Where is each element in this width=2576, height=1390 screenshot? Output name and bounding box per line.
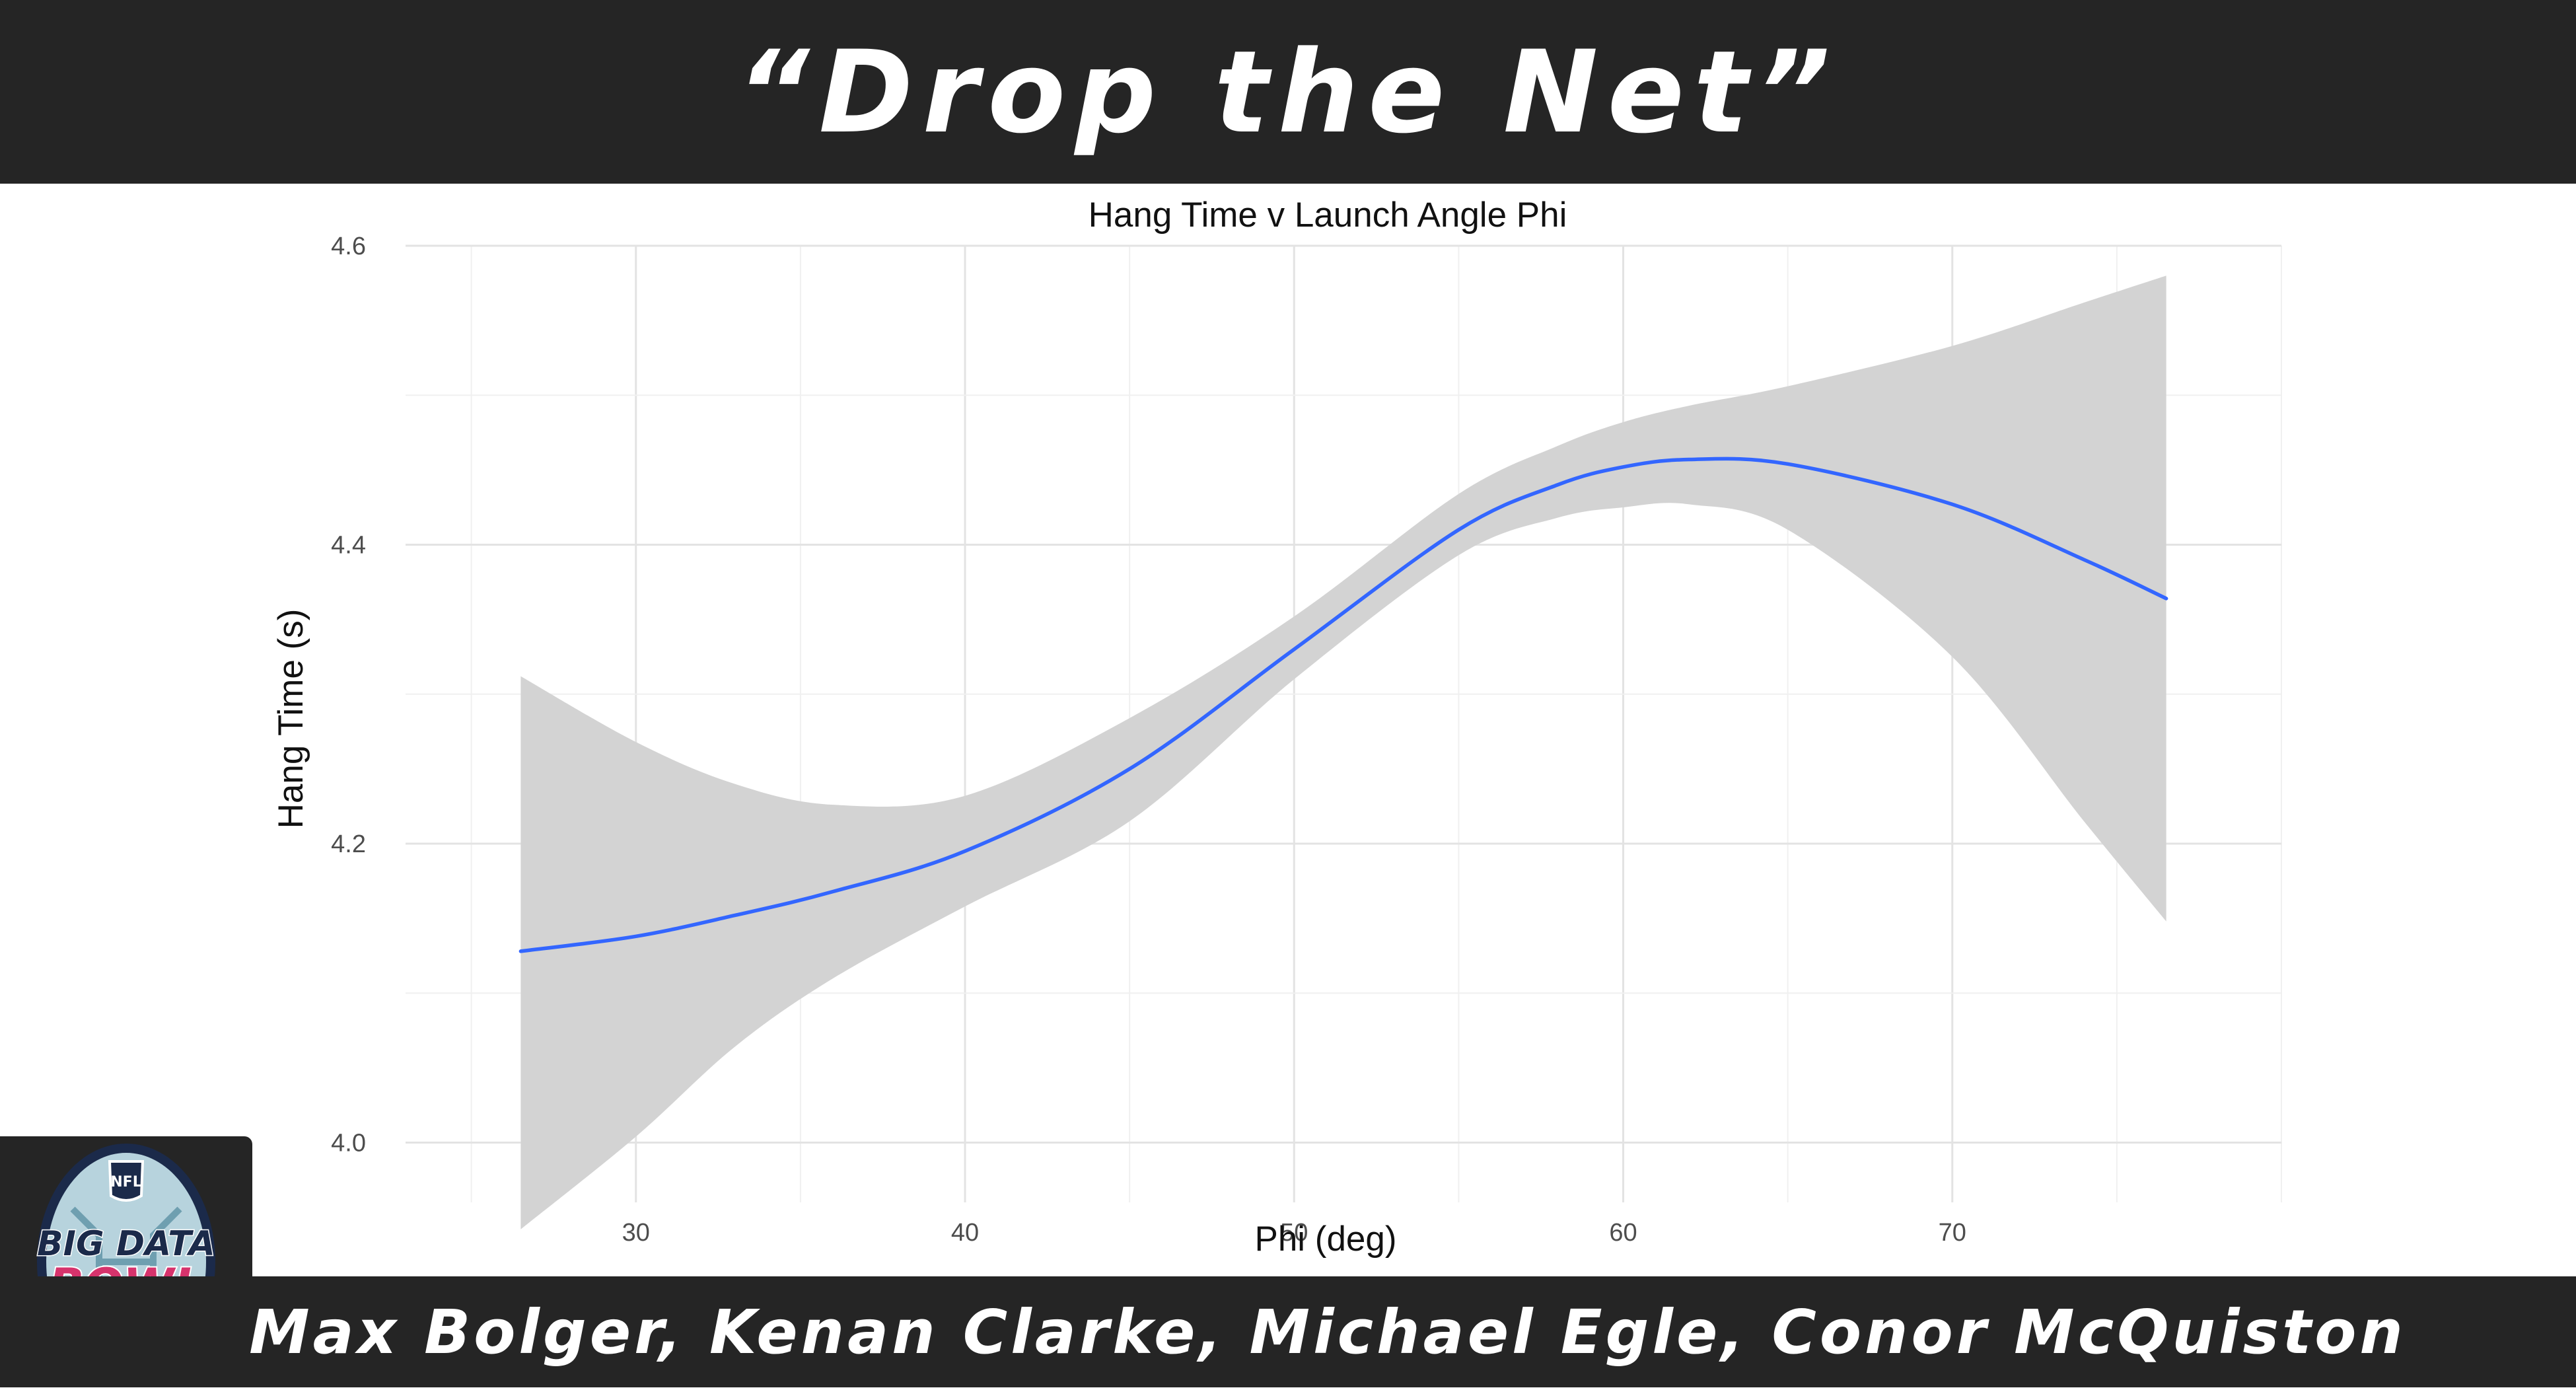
page-title: “Drop the Net” — [736, 25, 1840, 159]
nfl-shield-icon — [108, 1160, 145, 1202]
y-tick-label: 4.6 — [331, 233, 366, 260]
y-tick-label: 4.2 — [331, 830, 366, 858]
confidence-band — [520, 275, 2166, 1229]
authors-bar: Max Bolger, Kenan Clarke, Michael Egle, … — [0, 1276, 2576, 1387]
chart: 30 40 50 60 70 4.0 4.2 4.4 4.6 Hang Time v Launc… — [271, 196, 2282, 1259]
y-tick-label: 4.4 — [331, 532, 366, 560]
grid-layer — [406, 244, 2282, 1202]
title-bar: “Drop the Net” — [0, 0, 2576, 184]
x-tick-label: 50 — [1280, 1219, 1308, 1247]
x-tick-label: 60 — [1609, 1219, 1637, 1247]
y-axis-label: Hang Time (s) — [271, 609, 310, 829]
chart-title: Hang Time v Launch Angle Phi — [1089, 196, 1567, 235]
authors-text: Max Bolger, Kenan Clarke, Michael Egle, … — [249, 1296, 2406, 1368]
x-tick-label: 40 — [951, 1219, 979, 1247]
y-tick-label: 4.0 — [331, 1130, 366, 1157]
line-layer — [519, 457, 2168, 953]
logo-badge-text: NFL — [110, 1174, 141, 1190]
x-tick-label: 70 — [1939, 1219, 1966, 1247]
band-layer — [520, 275, 2166, 1229]
x-tick-label: 30 — [622, 1219, 650, 1247]
logo-line1: BIG DATA — [37, 1224, 215, 1264]
tick-layer: 30 40 50 60 70 4.0 4.2 4.4 4.6 — [331, 233, 1966, 1247]
x-axis-label: Phi (deg) — [1254, 1220, 1396, 1259]
fit-line — [519, 457, 2168, 953]
